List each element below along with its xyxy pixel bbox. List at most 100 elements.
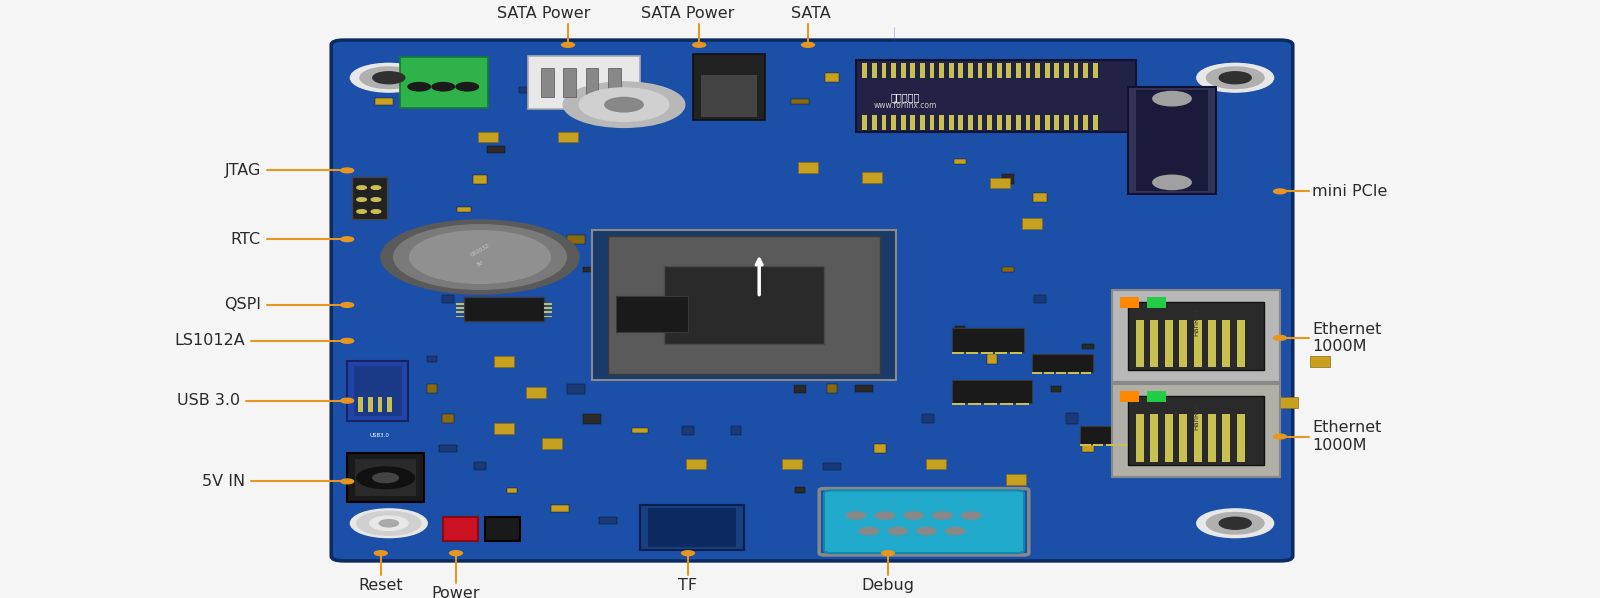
- Text: LS1012A: LS1012A: [174, 333, 245, 349]
- Bar: [347, 361, 408, 420]
- Bar: [456, 307, 464, 309]
- Bar: [1016, 115, 1021, 130]
- Bar: [891, 63, 896, 78]
- Circle shape: [562, 42, 574, 47]
- Bar: [1198, 403, 1210, 405]
- Circle shape: [933, 512, 952, 519]
- Bar: [541, 68, 554, 97]
- Bar: [1069, 372, 1078, 374]
- Bar: [1136, 90, 1208, 191]
- Bar: [1176, 341, 1187, 344]
- Circle shape: [456, 83, 478, 91]
- Bar: [568, 383, 584, 394]
- Bar: [997, 115, 1002, 130]
- Bar: [686, 459, 706, 469]
- Circle shape: [432, 83, 454, 91]
- Bar: [827, 384, 837, 393]
- Circle shape: [357, 198, 366, 202]
- Bar: [874, 444, 886, 453]
- Bar: [904, 91, 920, 100]
- Bar: [1080, 372, 1091, 374]
- Bar: [1064, 63, 1069, 78]
- Bar: [1230, 448, 1250, 459]
- Text: mini PCIe: mini PCIe: [1312, 184, 1387, 199]
- Bar: [354, 365, 402, 416]
- Bar: [1112, 289, 1280, 382]
- Bar: [1120, 297, 1139, 307]
- Bar: [872, 115, 877, 130]
- Bar: [464, 297, 544, 321]
- Bar: [376, 98, 392, 105]
- Bar: [1165, 319, 1173, 367]
- Circle shape: [1206, 67, 1264, 89]
- Circle shape: [904, 512, 923, 519]
- Bar: [968, 403, 981, 405]
- Text: 5V IN: 5V IN: [202, 474, 245, 489]
- Bar: [862, 63, 867, 78]
- Bar: [1227, 341, 1238, 344]
- Bar: [1136, 414, 1144, 462]
- Bar: [1208, 319, 1216, 367]
- Circle shape: [341, 338, 354, 343]
- Bar: [1194, 414, 1202, 462]
- Circle shape: [341, 479, 354, 484]
- Bar: [1310, 356, 1330, 367]
- Text: www.forlinx.com: www.forlinx.com: [874, 101, 938, 110]
- Bar: [682, 426, 694, 435]
- Bar: [939, 115, 944, 130]
- Bar: [856, 60, 1136, 132]
- Bar: [544, 312, 552, 313]
- Bar: [968, 115, 973, 130]
- Bar: [901, 63, 906, 78]
- Bar: [494, 356, 514, 367]
- Bar: [485, 517, 520, 541]
- Bar: [1147, 367, 1157, 375]
- Circle shape: [946, 527, 965, 535]
- Circle shape: [341, 303, 354, 307]
- Circle shape: [381, 220, 579, 294]
- Bar: [1016, 403, 1029, 405]
- Bar: [368, 396, 373, 411]
- Circle shape: [394, 225, 566, 289]
- Bar: [1136, 319, 1144, 367]
- Bar: [782, 459, 802, 469]
- Bar: [458, 206, 470, 212]
- Bar: [640, 505, 744, 550]
- Bar: [958, 63, 963, 78]
- Circle shape: [408, 83, 430, 91]
- Bar: [1128, 87, 1216, 194]
- Bar: [1006, 63, 1011, 78]
- Bar: [955, 326, 965, 332]
- Bar: [1054, 115, 1059, 130]
- Bar: [978, 115, 982, 130]
- Circle shape: [1219, 72, 1251, 84]
- Bar: [795, 487, 805, 493]
- Bar: [1115, 446, 1125, 451]
- Bar: [952, 352, 963, 354]
- Bar: [1074, 63, 1078, 78]
- Text: HanRun: HanRun: [1194, 309, 1198, 335]
- Circle shape: [341, 237, 354, 242]
- Bar: [1083, 115, 1088, 130]
- Text: Debug: Debug: [861, 578, 915, 593]
- Circle shape: [693, 42, 706, 47]
- Bar: [1120, 391, 1139, 402]
- Bar: [358, 396, 363, 411]
- Bar: [494, 423, 514, 434]
- Bar: [352, 177, 387, 219]
- Bar: [1176, 322, 1240, 341]
- Circle shape: [357, 186, 366, 190]
- Circle shape: [341, 168, 354, 173]
- Bar: [987, 63, 992, 78]
- Bar: [442, 295, 454, 303]
- Bar: [1022, 218, 1042, 229]
- Bar: [456, 303, 464, 305]
- Bar: [1051, 386, 1061, 392]
- Text: SATA Power: SATA Power: [498, 6, 590, 21]
- Bar: [544, 316, 552, 318]
- Bar: [822, 463, 842, 469]
- Bar: [1189, 341, 1200, 344]
- Bar: [1157, 403, 1168, 405]
- Circle shape: [350, 63, 427, 92]
- Circle shape: [410, 231, 550, 283]
